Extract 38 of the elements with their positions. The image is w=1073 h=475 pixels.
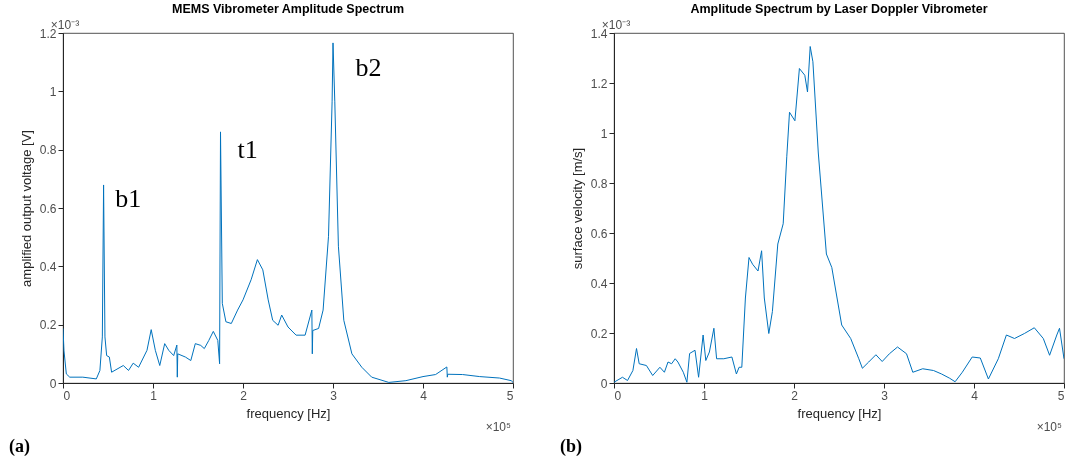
text: ×10⁵ (485, 420, 512, 434)
annotation: b2 (355, 53, 382, 82)
x-tick-label: 5 (506, 388, 514, 403)
y-tick-label: 1 (49, 84, 57, 99)
y-axis-title: amplified output voltage [V] (18, 130, 34, 287)
chart-title: MEMS Vibrometer Amplitude Spectrum (172, 1, 404, 16)
y-tick-label: 0.2 (590, 326, 608, 341)
x-tick-label: 0 (63, 388, 71, 403)
y-tick-label: 0.6 (590, 226, 608, 241)
y-tick-label: 1 (600, 126, 608, 141)
y-tick-label: 0.6 (39, 201, 57, 216)
y-tick-label: 0 (49, 376, 57, 391)
x-tick-label: 1 (701, 388, 709, 403)
y-tick-label: 0.8 (39, 143, 57, 158)
text: ×10⁵ (1036, 420, 1063, 434)
x-tick-label: 2 (240, 388, 248, 403)
y-tick-label: 0 (600, 376, 608, 391)
y-tick-label: 0.4 (590, 276, 608, 291)
x-tick-label: 4 (971, 388, 979, 403)
y-axis-title: surface velocity [m/s] (569, 147, 585, 270)
x-tick-label: 2 (791, 388, 799, 403)
x-tick-label: 3 (330, 388, 338, 403)
x-tick-label: 5 (1057, 388, 1065, 403)
x-tick-label: 4 (420, 388, 428, 403)
y-tick-label: 0.2 (39, 318, 57, 333)
x-tick-label: 3 (881, 388, 889, 403)
y-tick-label: 1.2 (590, 76, 608, 91)
x-tick-label: 1 (150, 388, 158, 403)
chart-title: Amplitude Spectrum by Laser Doppler Vibrometer (690, 1, 988, 16)
y-tick-label: 0.4 (39, 259, 57, 274)
text: (a) (9, 436, 30, 457)
annotation: b1 (115, 184, 142, 214)
text: (b) (560, 436, 582, 457)
x-axis-title: frequency [Hz] (797, 405, 882, 421)
x-tick-label: 0 (614, 388, 622, 403)
x-axis-title: frequency [Hz] (246, 405, 331, 421)
y-tick-label: 0.8 (590, 176, 608, 191)
annotation: t1 (237, 134, 258, 164)
